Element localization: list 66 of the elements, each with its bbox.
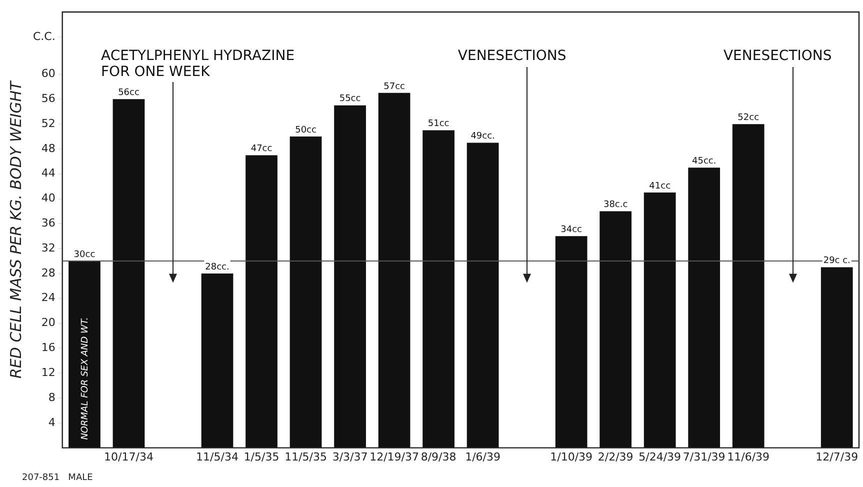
- y-tick-label: 44: [41, 166, 56, 180]
- y-tick-label: 32: [41, 241, 56, 254]
- x-tick-label: 11/6/39: [727, 450, 770, 464]
- y-tick-label: 24: [41, 291, 56, 304]
- x-tick-label: 1/6/39: [465, 450, 501, 464]
- data-label: 38c.c: [603, 200, 628, 210]
- data-label: 57cc: [384, 82, 406, 92]
- data-label: 34cc: [560, 224, 582, 235]
- text: 207-851 MALE: [22, 473, 94, 483]
- y-tick-label: 56: [41, 92, 56, 106]
- y-tick-label: 60: [41, 67, 56, 80]
- x-tick-label: 7/31/39: [682, 450, 726, 464]
- data-label: 29c c.: [823, 256, 850, 266]
- data-label: 52cc: [738, 112, 760, 123]
- y-tick-label: 28: [41, 266, 56, 280]
- y-tick-label: 52: [41, 116, 56, 130]
- x-tick-label: 1/10/39: [550, 450, 593, 464]
- y-tick-label: 8: [48, 390, 56, 404]
- data-label: 30cc: [74, 250, 96, 260]
- x-tick-label: 12/7/39: [816, 450, 858, 464]
- bar: [334, 105, 366, 448]
- bar: [555, 236, 588, 448]
- y-tick-label: 20: [41, 316, 56, 330]
- y-axis-title: RED CELL MASS PER KG. BODY WEIGHT: [6, 79, 25, 379]
- bar: [201, 273, 234, 448]
- x-tick-label: 12/19/37: [370, 450, 419, 464]
- bar: [732, 124, 764, 448]
- data-label: 28cc.: [205, 262, 230, 272]
- bar: [820, 267, 853, 448]
- bar: [644, 192, 676, 448]
- x-tick-label: 8/9/38: [420, 450, 456, 464]
- x-tick-label: 1/5/35: [244, 450, 280, 464]
- annotation: NORMAL FOR SEX AND WT.: [80, 317, 90, 440]
- data-label: 41cc: [649, 181, 671, 192]
- bar: [600, 211, 632, 448]
- bar: [466, 142, 499, 448]
- annotation: VENESECTIONS: [458, 48, 566, 64]
- bar: [688, 168, 720, 448]
- annotation: VENESECTIONS: [723, 48, 832, 64]
- data-label: 50cc: [295, 125, 316, 136]
- annotation: ACETYLPHENYL HYDRAZINE FOR ONE WEEK: [101, 48, 295, 80]
- y-tick-label: 16: [41, 341, 56, 354]
- x-tick-label: 5/24/39: [638, 450, 682, 464]
- y-tick-label: 12: [41, 366, 56, 379]
- data-label: 47cc: [250, 144, 272, 154]
- y-tick-label: 40: [41, 192, 56, 205]
- bar: [68, 261, 100, 448]
- x-tick-label: 2/2/39: [598, 450, 634, 464]
- y-tick-label: 4: [48, 416, 56, 429]
- bar: [112, 99, 145, 448]
- data-label: 45cc.: [692, 156, 716, 166]
- x-tick-label: 11/5/34: [196, 450, 238, 464]
- data-label: 56cc: [118, 88, 140, 98]
- x-tick-label: 3/3/37: [332, 450, 368, 464]
- bar: [378, 92, 410, 448]
- data-label: 49cc.: [470, 132, 495, 142]
- x-tick-label: 10/17/34: [104, 450, 154, 464]
- y-tick-label: 36: [41, 216, 56, 230]
- y-tick-label: C.C.: [32, 30, 56, 43]
- bar: [290, 136, 322, 448]
- bar: [246, 155, 278, 448]
- data-label: 55cc: [339, 94, 361, 104]
- bar: [422, 130, 454, 448]
- data-label: 51cc: [428, 119, 450, 130]
- y-tick-label: 48: [41, 142, 56, 155]
- x-tick-label: 11/5/35: [284, 450, 327, 464]
